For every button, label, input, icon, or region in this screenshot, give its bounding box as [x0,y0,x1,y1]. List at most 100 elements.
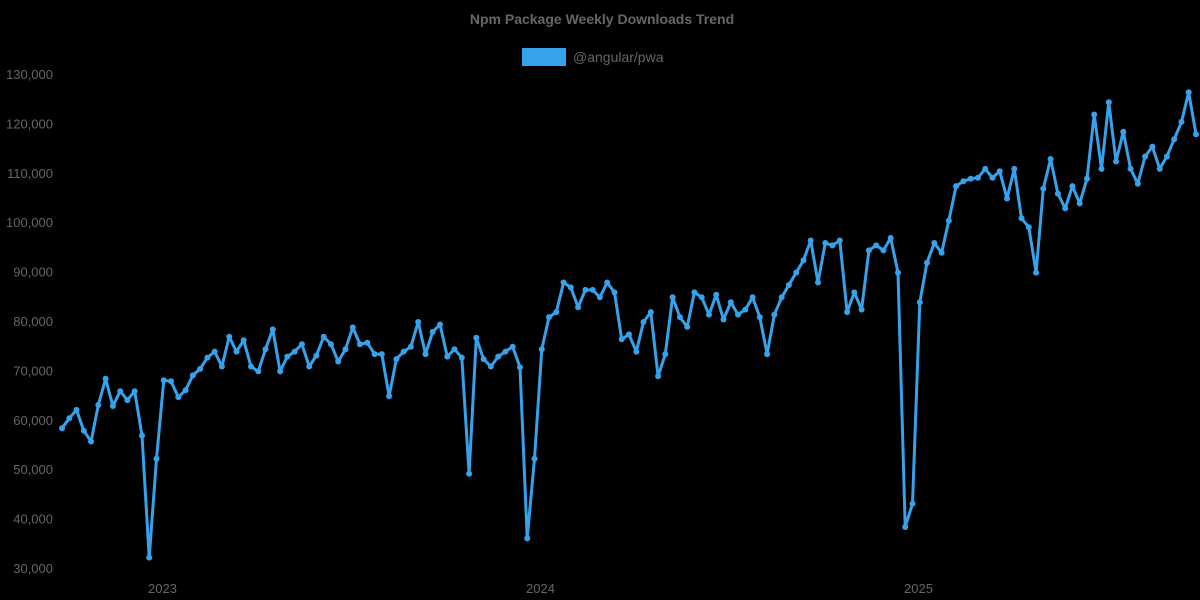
data-point[interactable] [509,343,516,350]
data-point[interactable] [596,294,603,301]
data-point[interactable] [444,353,451,360]
data-point[interactable] [480,356,487,363]
data-point[interactable] [1127,165,1134,172]
data-point[interactable] [139,432,145,439]
data-point[interactable] [59,425,65,432]
data-point[interactable] [953,183,960,190]
data-point[interactable] [924,259,930,266]
data-point[interactable] [1163,153,1170,160]
data-point[interactable] [364,339,371,346]
data-point[interactable] [727,299,734,306]
data-point[interactable] [328,341,334,348]
data-point[interactable] [1062,205,1069,212]
data-point[interactable] [1178,118,1185,125]
data-point[interactable] [204,354,211,361]
data-point[interactable] [124,397,131,404]
data-point[interactable] [313,352,320,359]
data-point[interactable] [1076,200,1083,207]
data-point[interactable] [255,368,262,375]
data-point[interactable] [931,240,938,246]
data-point[interactable] [349,324,356,331]
data-point[interactable] [342,346,349,353]
data-point[interactable] [1054,190,1061,197]
data-point[interactable] [1120,128,1127,135]
data-point[interactable] [720,316,727,323]
data-point[interactable] [945,217,952,224]
data-point[interactable] [378,351,385,358]
data-point[interactable] [1018,215,1025,222]
data-point[interactable] [691,289,698,296]
data-point[interactable] [1098,165,1105,172]
data-point[interactable] [895,269,901,276]
data-point[interactable] [626,331,632,338]
data-point[interactable] [996,168,1003,175]
data-point[interactable] [233,348,240,355]
data-point[interactable] [422,351,429,358]
data-point[interactable] [735,311,741,318]
data-point[interactable] [546,314,552,321]
data-point[interactable] [967,175,974,182]
data-point[interactable] [684,323,691,330]
data-point[interactable] [386,393,393,400]
data-point[interactable] [407,343,414,350]
data-point[interactable] [575,304,582,311]
data-point[interactable] [160,377,167,384]
data-point[interactable] [1091,111,1098,118]
data-point[interactable] [1084,175,1090,182]
data-point[interactable] [676,314,683,321]
data-point[interactable] [633,348,640,355]
data-point[interactable] [429,328,436,335]
data-point[interactable] [1105,99,1112,106]
data-point[interactable] [393,356,400,363]
data-point[interactable] [437,321,443,328]
data-point[interactable] [851,289,858,296]
data-point[interactable] [211,348,218,355]
data-point[interactable] [1069,183,1076,190]
data-point[interactable] [582,286,589,293]
data-point[interactable] [749,294,756,301]
data-point[interactable] [1193,131,1199,138]
data-point[interactable] [458,354,465,361]
data-point[interactable] [698,294,705,301]
data-point[interactable] [335,358,342,365]
data-point[interactable] [836,237,843,244]
data-point[interactable] [713,291,720,298]
data-point[interactable] [815,279,821,286]
data-point[interactable] [262,346,269,353]
data-point[interactable] [218,363,225,370]
data-point[interactable] [960,178,967,185]
data-point[interactable] [887,235,894,241]
data-point[interactable] [858,306,865,313]
data-point[interactable] [618,336,625,343]
data-point[interactable] [1113,158,1119,165]
data-point[interactable] [240,337,247,344]
data-point[interactable] [109,403,116,409]
data-point[interactable] [873,242,880,249]
data-point[interactable] [502,348,509,355]
data-point[interactable] [277,368,284,375]
data-point[interactable] [538,346,545,353]
data-point[interactable] [778,294,785,301]
data-point[interactable] [80,427,87,434]
data-point[interactable] [175,394,182,401]
data-point[interactable] [706,311,712,318]
data-point[interactable] [269,326,276,333]
data-point[interactable] [320,333,327,340]
data-point[interactable] [771,311,778,318]
data-point[interactable] [73,406,80,413]
data-point[interactable] [916,299,923,306]
data-point[interactable] [756,314,763,321]
data-point[interactable] [1142,153,1149,160]
data-point[interactable] [1033,269,1040,276]
data-point[interactable] [102,375,109,382]
data-point[interactable] [451,346,458,353]
data-point[interactable] [298,341,305,348]
data-point[interactable] [306,363,313,370]
data-point[interactable] [226,333,233,340]
data-point[interactable] [248,363,254,370]
data-point[interactable] [662,351,669,358]
data-point[interactable] [495,353,502,360]
data-point[interactable] [95,402,102,408]
data-point[interactable] [560,279,567,286]
data-point[interactable] [669,294,676,301]
